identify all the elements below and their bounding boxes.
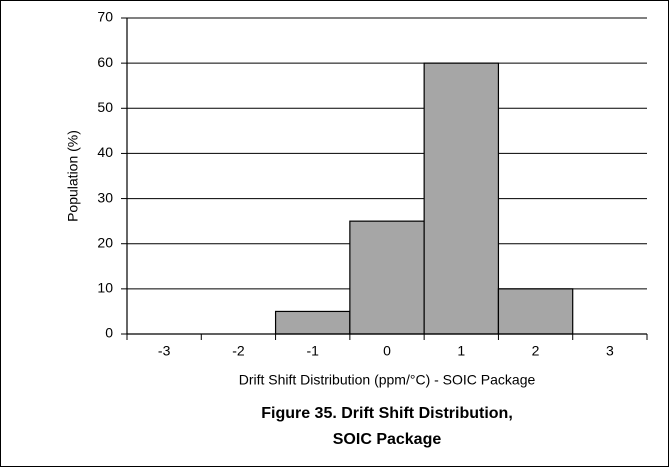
x-tick-label: 3 <box>606 343 614 359</box>
x-tick-label: 0 <box>383 343 391 359</box>
y-tick-label: 20 <box>97 234 113 250</box>
bar <box>349 220 425 335</box>
bar <box>423 62 500 335</box>
x-tick-label: -1 <box>306 343 319 359</box>
y-tick-label: 40 <box>97 144 113 160</box>
x-tick-label: -2 <box>232 343 245 359</box>
y-axis-label: Population (%) <box>65 130 81 222</box>
chart-title: SOIC Package <box>333 431 442 448</box>
x-tick-label: 1 <box>457 343 465 359</box>
bar <box>274 310 351 335</box>
x-tick-label: -3 <box>158 343 171 359</box>
y-tick-label: 50 <box>97 99 113 115</box>
y-tick-label: 70 <box>97 9 113 25</box>
y-tick-label: 10 <box>97 280 113 296</box>
chart-title: Figure 35. Drift Shift Distribution, <box>261 405 513 422</box>
x-axis-label: Drift Shift Distribution (ppm/°C) - SOIC… <box>239 372 536 388</box>
y-tick-label: 60 <box>97 54 113 70</box>
y-tick-label: 30 <box>97 189 113 205</box>
x-tick-label: 2 <box>532 343 540 359</box>
y-tick-label: 0 <box>105 325 113 341</box>
bar <box>497 288 574 335</box>
